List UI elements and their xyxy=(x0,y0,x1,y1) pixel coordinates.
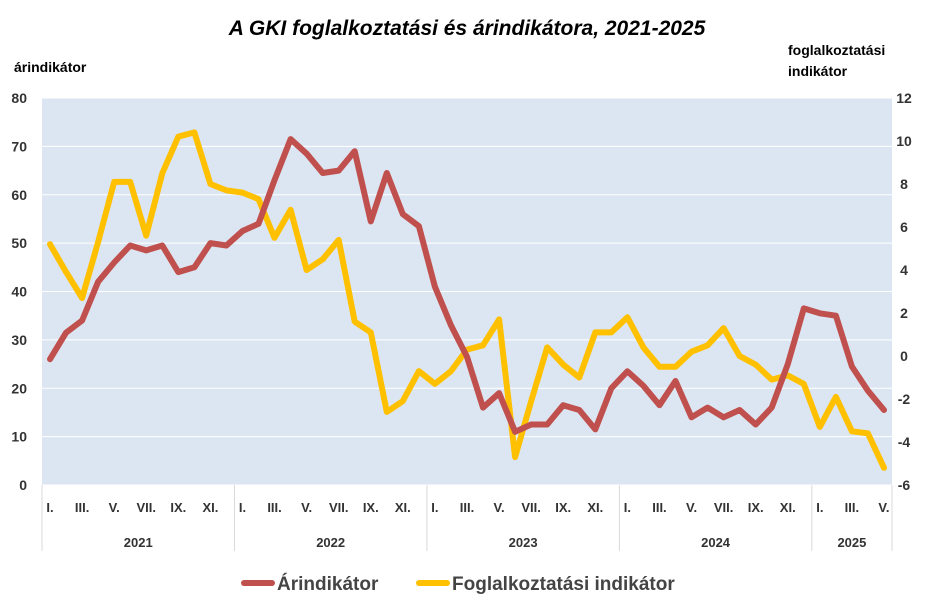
x-tick-label: I. xyxy=(431,500,438,515)
year-label: 2025 xyxy=(837,535,866,550)
left-axis-title: árindikátor xyxy=(14,59,87,75)
x-tick-label: VII. xyxy=(136,500,156,515)
x-tick-label: I. xyxy=(816,500,823,515)
x-tick-label: XI. xyxy=(202,500,218,515)
series-line-employment xyxy=(47,129,887,471)
right-tick-label: -2 xyxy=(898,391,911,407)
year-label: 2023 xyxy=(509,535,538,550)
right-tick-label: -6 xyxy=(898,477,911,493)
legend-label: Árindikátor xyxy=(277,573,379,595)
x-tick-label: III. xyxy=(267,500,281,515)
legend: Árindikátor Foglalkoztatási indikátor xyxy=(241,573,675,595)
left-tick-label: 50 xyxy=(11,235,27,251)
x-tick-label: III. xyxy=(460,500,474,515)
left-tick-label: 0 xyxy=(19,477,27,493)
x-tick-label: I. xyxy=(624,500,631,515)
left-tick-label: 20 xyxy=(11,380,27,396)
left-tick-label: 10 xyxy=(11,429,27,445)
x-tick-label: XI. xyxy=(587,500,603,515)
x-tick-label: III. xyxy=(845,500,859,515)
series-line-price xyxy=(47,136,887,435)
x-tick-label: V. xyxy=(109,500,120,515)
left-tick-label: 80 xyxy=(11,90,27,106)
x-tick-label: VII. xyxy=(521,500,541,515)
x-tick-label: I. xyxy=(46,500,53,515)
x-tick-label: IX. xyxy=(170,500,186,515)
x-tick-label: V. xyxy=(878,500,889,515)
left-tick-label: 60 xyxy=(11,187,27,203)
right-tick-label: 6 xyxy=(900,219,908,235)
year-label: 2024 xyxy=(701,535,731,550)
right-axis-title-line-1: foglalkoztatási xyxy=(788,42,885,58)
x-tick-label: V. xyxy=(686,500,697,515)
right-axis-title-line-2: indikátor xyxy=(788,63,848,79)
left-tick-label: 40 xyxy=(11,284,27,300)
gridlines xyxy=(42,97,892,486)
x-tick-label: V. xyxy=(494,500,505,515)
legend-label: Foglalkoztatási indikátor xyxy=(452,574,675,595)
left-axis-ticks: 0 10 20 30 40 50 60 70 80 xyxy=(11,90,27,493)
x-tick-label: XI. xyxy=(395,500,411,515)
right-tick-label: 2 xyxy=(900,305,908,321)
x-axis: I. III. V. VII. IX. XI. I. III. V. VII. IX. XI. I. II… xyxy=(41,485,893,551)
left-tick-label: 30 xyxy=(11,332,27,348)
right-tick-label: -4 xyxy=(898,434,911,450)
x-tick-label: III. xyxy=(75,500,89,515)
chart-title: A GKI foglalkoztatási és árindikátora, 2… xyxy=(228,17,706,40)
right-axis-ticks: -6 -4 -2 0 2 4 6 8 10 12 xyxy=(896,90,912,493)
right-tick-label: 4 xyxy=(900,262,908,278)
left-tick-label: 70 xyxy=(11,138,27,154)
right-tick-label: 0 xyxy=(900,348,908,364)
year-label: 2022 xyxy=(316,535,345,550)
year-label: 2021 xyxy=(124,535,153,550)
right-tick-label: 10 xyxy=(896,133,912,149)
x-tick-label: IX. xyxy=(748,500,764,515)
series-layer xyxy=(47,129,887,471)
x-tick-label: V. xyxy=(301,500,312,515)
x-tick-label: XI. xyxy=(780,500,796,515)
x-tick-label: IX. xyxy=(555,500,571,515)
right-axis-title: foglalkoztatási indikátor xyxy=(788,42,889,79)
x-tick-label: VII. xyxy=(714,500,734,515)
x-tick-label: I. xyxy=(239,500,246,515)
x-tick-label: IX. xyxy=(363,500,379,515)
right-tick-label: 8 xyxy=(900,176,908,192)
right-tick-label: 12 xyxy=(896,90,912,106)
x-tick-label: VII. xyxy=(329,500,349,515)
x-tick-label: III. xyxy=(652,500,666,515)
